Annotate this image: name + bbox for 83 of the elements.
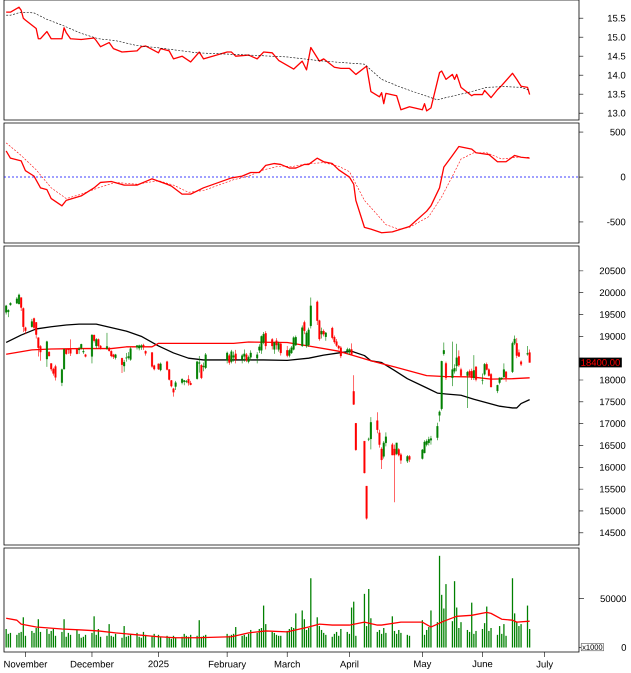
x-tick-label: May — [414, 660, 432, 670]
x-tick-label: December — [70, 660, 114, 668]
candlestick — [174, 380, 177, 390]
candlestick — [273, 341, 276, 354]
candlestick — [370, 416, 372, 450]
x-tick-label: February — [208, 660, 246, 670]
y-tick-label: 19500 — [600, 311, 626, 318]
candlestick — [90, 334, 93, 364]
candlestick — [234, 350, 237, 364]
candlestick — [352, 374, 355, 406]
candlestick — [436, 422, 438, 441]
candlestick — [226, 351, 228, 364]
candlestick — [106, 332, 108, 350]
y-tick-label: 500 — [610, 128, 626, 136]
candlestick — [151, 352, 154, 368]
candlestick — [393, 444, 396, 503]
candlestick — [396, 442, 398, 456]
candlestick — [438, 410, 441, 422]
candlestick — [243, 349, 246, 362]
y-tick-label: 16500 — [600, 442, 626, 449]
candlestick — [278, 341, 280, 352]
y-tick-label: 18000 — [600, 376, 626, 384]
candlestick — [127, 352, 130, 360]
candlestick — [472, 354, 475, 380]
candlestick — [466, 370, 468, 408]
candlestick — [241, 354, 244, 364]
candlestick — [228, 354, 230, 366]
y-tick-label: 17000 — [600, 420, 626, 428]
y-tick-label: 17500 — [600, 398, 626, 406]
candlestick — [230, 350, 232, 364]
candlestick — [245, 352, 248, 362]
candlestick — [502, 363, 505, 378]
y-tick-label: 15.5 — [608, 14, 626, 22]
candlestick — [306, 330, 308, 348]
x-tick-label: April — [340, 660, 358, 670]
y-tick-label: -500 — [607, 218, 626, 226]
candlestick — [292, 336, 295, 351]
y-tick-label: 50000 — [600, 595, 626, 602]
y-tick-label: 13.5 — [608, 90, 626, 98]
y-tick-label: 14.0 — [608, 72, 626, 79]
candlestick — [286, 346, 288, 358]
candlestick — [456, 343, 458, 372]
candlestick — [294, 335, 297, 346]
candlestick — [442, 342, 445, 356]
y-tick-label: 0 — [622, 644, 626, 651]
candlestick — [516, 338, 518, 358]
candlestick — [204, 352, 207, 370]
y-tick-label: 0 — [620, 174, 626, 180]
candlestick — [303, 320, 306, 334]
candlestick — [331, 326, 334, 340]
y-tick-label: 15000 — [600, 508, 626, 514]
y-tick-label: 15500 — [600, 486, 626, 492]
x-tick-label: 2025 — [148, 660, 169, 668]
y-tick-label: 14500 — [600, 529, 626, 536]
candlestick — [451, 341, 454, 386]
x-tick-label: November — [4, 660, 48, 668]
candlestick — [526, 346, 529, 356]
candlestick — [130, 346, 132, 362]
candlestick — [200, 364, 202, 380]
x-tick-label: July — [536, 660, 554, 670]
candlestick — [301, 325, 304, 348]
candlestick — [528, 349, 531, 363]
candlestick — [250, 350, 252, 361]
y-tick-label: 13.0 — [608, 110, 626, 117]
text: 18400.00 — [581, 359, 620, 366]
y-tick-label: 20000 — [600, 289, 626, 296]
candlestick — [95, 338, 98, 349]
candlestick — [232, 351, 235, 362]
x-tick-label: June — [472, 660, 492, 668]
y-tick-label: 20500 — [600, 268, 626, 274]
line-series — [5, 612, 530, 638]
y-tick-label: 16000 — [600, 464, 626, 471]
candlestick — [120, 357, 124, 374]
candlestick — [18, 293, 20, 304]
candlestick — [340, 346, 342, 358]
y-tick-label: 15.0 — [608, 34, 626, 41]
y-tick-label: 14.5 — [608, 52, 626, 60]
candlestick — [5, 304, 8, 315]
y-tick-label: 19000 — [600, 332, 626, 340]
x-tick-label: March — [274, 660, 300, 668]
candlestick — [46, 340, 48, 368]
line-series — [5, 6, 530, 112]
candlestick — [458, 350, 460, 368]
